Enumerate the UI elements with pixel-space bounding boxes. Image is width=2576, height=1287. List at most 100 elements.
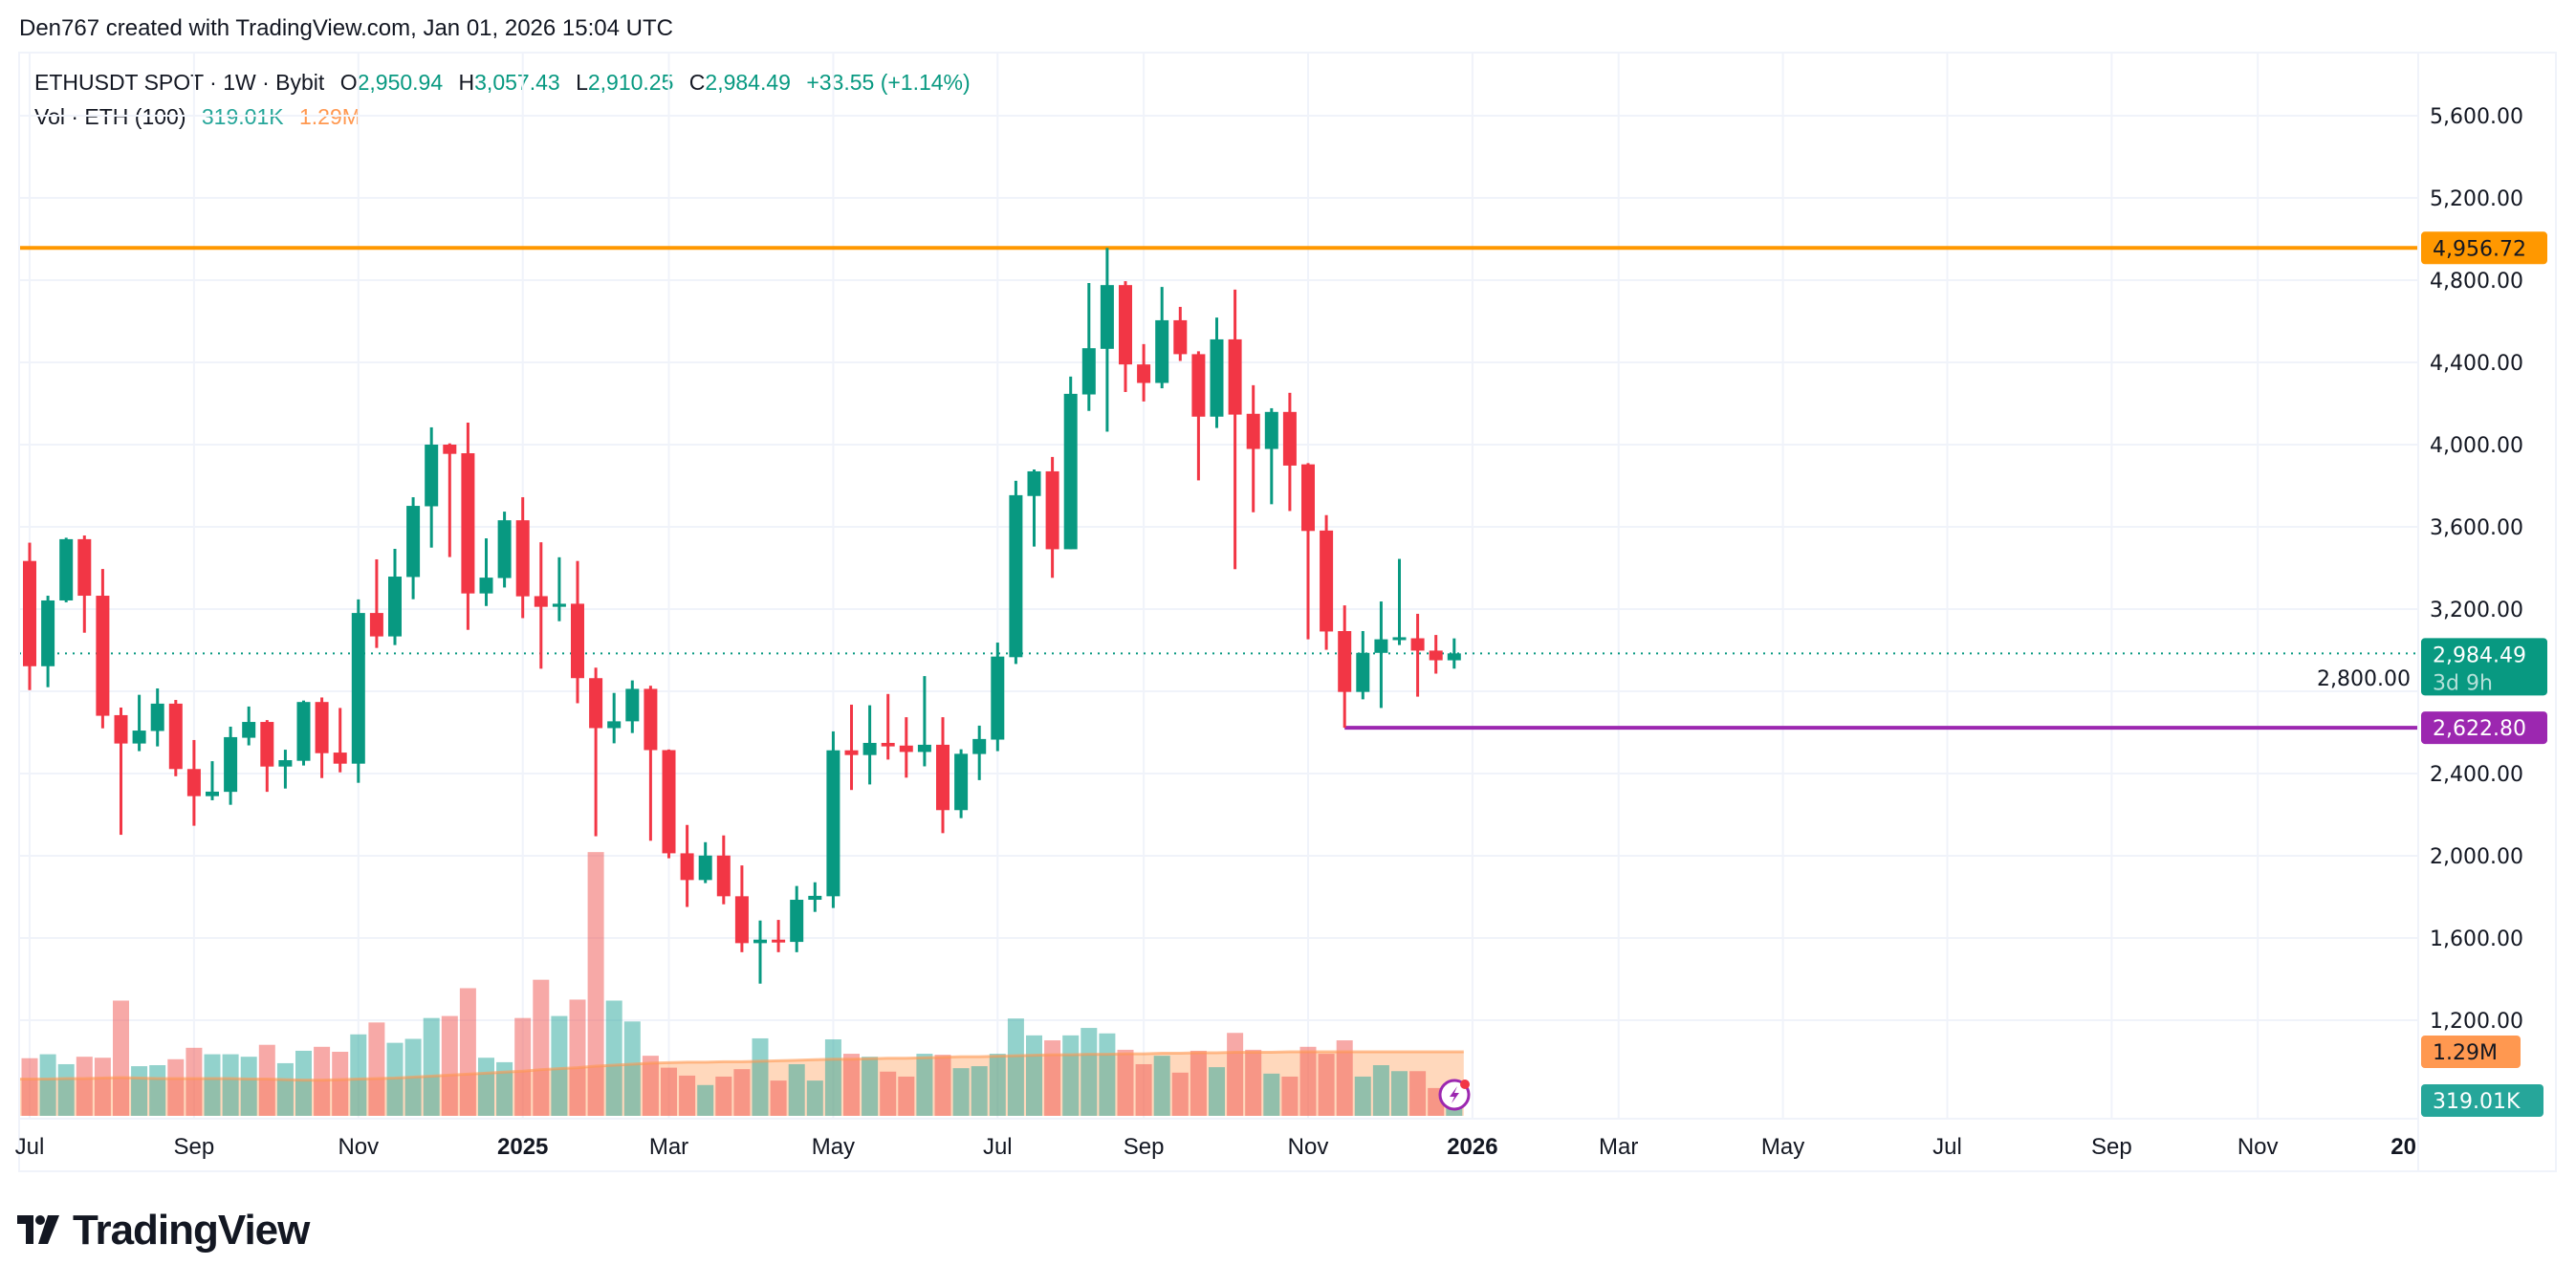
candle-wick bbox=[758, 920, 762, 984]
time-tick-label: Mar bbox=[1599, 1134, 1638, 1160]
volume-bar bbox=[770, 1080, 787, 1116]
volume-bar bbox=[752, 1037, 769, 1116]
candle bbox=[260, 720, 274, 793]
tradingview-logo[interactable]: TradingView bbox=[17, 1207, 310, 1254]
support-price-label-bg bbox=[2421, 711, 2547, 745]
candle-body bbox=[826, 750, 840, 897]
candle-wick bbox=[1306, 463, 1310, 640]
support-price-label-text: 2,622.80 bbox=[2433, 717, 2526, 741]
candle-body bbox=[479, 578, 493, 594]
candle bbox=[862, 705, 877, 785]
volume-bar bbox=[898, 1076, 915, 1116]
volume-bar bbox=[843, 1054, 860, 1116]
volume-bar bbox=[551, 1015, 568, 1116]
candle-body bbox=[534, 596, 548, 607]
candle-body bbox=[862, 742, 877, 755]
candle-body bbox=[917, 744, 931, 753]
volume-bar bbox=[1318, 1054, 1335, 1116]
candle-wick bbox=[338, 708, 342, 773]
candle bbox=[1264, 407, 1278, 505]
alert-button[interactable] bbox=[1438, 1079, 1471, 1111]
volume-bar bbox=[605, 1000, 622, 1116]
candle bbox=[991, 643, 1005, 752]
candle-body bbox=[1264, 411, 1278, 449]
candle bbox=[1155, 287, 1169, 389]
candle bbox=[826, 731, 840, 908]
candle-wick bbox=[1087, 283, 1091, 411]
price-tick-label: 2,800.00 bbox=[2317, 667, 2411, 691]
candle-wick bbox=[886, 693, 890, 760]
candle-body bbox=[734, 896, 749, 944]
candle bbox=[1410, 613, 1425, 697]
time-tick-label: 20 bbox=[2390, 1134, 2416, 1160]
candle-wick bbox=[1416, 613, 1420, 697]
volume-bar bbox=[1153, 1056, 1170, 1116]
price-axis[interactable]: 5,600.00 5,200.00 4,800.00 4,400.00 4,000.00… bbox=[2317, 105, 2523, 1034]
candle-body bbox=[206, 791, 219, 796]
candle bbox=[1282, 392, 1297, 512]
volume-sma-label: 1.29M bbox=[2421, 1035, 2521, 1068]
volume-bar bbox=[276, 1062, 294, 1116]
legend-symbol[interactable]: ETHUSDT SPOT · 1W · Bybit bbox=[34, 70, 325, 95]
volume-bar bbox=[332, 1051, 349, 1116]
legend-high-value: 3,057.43 bbox=[474, 70, 560, 95]
price-tick-label: 4,400.00 bbox=[2430, 352, 2523, 376]
candle-body bbox=[1137, 364, 1151, 383]
candle bbox=[461, 422, 475, 630]
tradingview-logo-icon bbox=[17, 1215, 59, 1244]
candle-body bbox=[844, 750, 859, 755]
chart-credit: Den767 created with TradingView.com, Jan… bbox=[19, 15, 673, 41]
volume-bar bbox=[186, 1047, 203, 1116]
candle bbox=[534, 542, 548, 669]
price-tick-label: 1,600.00 bbox=[2430, 927, 2523, 951]
candle bbox=[936, 717, 950, 834]
volume-last-label-text: 319.01K bbox=[2433, 1090, 2521, 1114]
candle-body bbox=[497, 520, 512, 578]
candle bbox=[59, 537, 74, 602]
price-tick-label: 3,600.00 bbox=[2430, 516, 2523, 540]
candle bbox=[644, 686, 658, 841]
volume-sma-label-text: 1.29M bbox=[2433, 1041, 2498, 1065]
volume-bar bbox=[806, 1080, 823, 1116]
candle-wick bbox=[648, 686, 652, 841]
candle-body bbox=[589, 678, 603, 729]
last-price-label-text: 2,984.49 bbox=[2433, 644, 2526, 667]
volume-last-label: 319.01K bbox=[2421, 1084, 2543, 1117]
price-tick-label: 5,200.00 bbox=[2430, 187, 2523, 211]
price-tick-label: 1,200.00 bbox=[2430, 1010, 2523, 1034]
candle bbox=[753, 920, 767, 984]
candle-body bbox=[753, 939, 767, 944]
time-tick-label: May bbox=[1761, 1134, 1804, 1160]
candle bbox=[443, 443, 457, 557]
candle bbox=[1429, 635, 1443, 674]
candle-body bbox=[1447, 653, 1461, 661]
candle bbox=[954, 749, 969, 818]
candle bbox=[296, 700, 311, 766]
volume-bar bbox=[57, 1063, 75, 1116]
candle-body bbox=[1429, 650, 1443, 661]
candle-body bbox=[150, 703, 164, 731]
candle bbox=[1338, 605, 1352, 729]
candle-body bbox=[808, 895, 822, 901]
volume-bar bbox=[697, 1084, 714, 1116]
volume-bar bbox=[971, 1066, 988, 1116]
candle-wick bbox=[1270, 407, 1274, 505]
candle-body bbox=[571, 603, 584, 679]
time-axis[interactable]: Jul Sep Nov 2025 Mar May Jul Sep Nov 2026 Mar May Ju… bbox=[15, 1134, 2416, 1160]
volume-bar bbox=[478, 1058, 494, 1116]
candle-body bbox=[936, 744, 950, 811]
candle bbox=[589, 667, 603, 837]
candle-body bbox=[296, 702, 311, 761]
candle-body bbox=[168, 703, 183, 770]
candle-body bbox=[607, 721, 622, 729]
time-tick-label: May bbox=[812, 1134, 855, 1160]
candle-wick bbox=[923, 676, 927, 767]
candle bbox=[844, 704, 859, 791]
grid bbox=[19, 53, 2418, 1119]
volume-bar bbox=[514, 1017, 532, 1116]
volume-last-label-bg bbox=[2421, 1084, 2543, 1117]
volume-bar bbox=[1336, 1040, 1353, 1116]
candle-wick bbox=[283, 750, 287, 789]
volume-bar bbox=[113, 1000, 129, 1116]
